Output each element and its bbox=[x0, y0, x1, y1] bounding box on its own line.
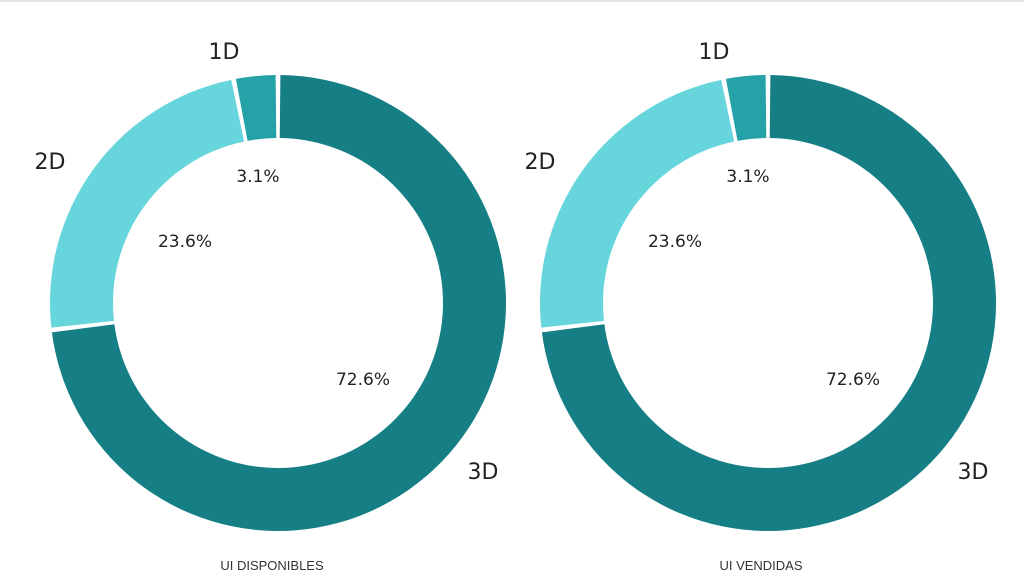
slice-1d-ui-disponibles[interactable] bbox=[235, 75, 277, 141]
slice-2d-ui-disponibles[interactable] bbox=[50, 79, 245, 328]
donut-chart-disponibles: 3D 72.6% 2D 23.6% 1D 3.1% UI DISPONIBLES bbox=[35, 40, 507, 573]
percent-label-3d-ui-vendidas: 72.6% bbox=[826, 370, 880, 390]
category-label-1d-ui-vendidas: 1D bbox=[699, 40, 730, 65]
category-label-3d-ui-disponibles: 3D bbox=[468, 460, 499, 485]
donut-svg-vendidas: 3D 72.6% 2D 23.6% 1D 3.1% bbox=[525, 40, 996, 531]
category-label-2d-ui-vendidas: 2D bbox=[525, 150, 556, 175]
category-label-1d-ui-disponibles: 1D bbox=[209, 40, 240, 65]
percent-label-2d-ui-vendidas: 23.6% bbox=[648, 232, 702, 252]
percent-label-1d-ui-vendidas: 3.1% bbox=[726, 167, 769, 187]
donut-chart-vendidas: 3D 72.6% 2D 23.6% 1D 3.1% UI VENDIDAS bbox=[512, 0, 1024, 579]
slice-2d-ui-vendidas[interactable] bbox=[540, 79, 735, 328]
category-label-3d-ui-vendidas: 3D bbox=[958, 460, 989, 485]
percent-label-3d-ui-disponibles: 72.6% bbox=[336, 370, 390, 390]
chart-title-disponibles: UI DISPONIBLES bbox=[220, 558, 324, 573]
percent-label-1d-ui-disponibles: 3.1% bbox=[236, 167, 279, 187]
slice-1d-ui-vendidas[interactable] bbox=[725, 75, 767, 141]
top-divider bbox=[0, 0, 1024, 2]
chart-title-vendidas: UI VENDIDAS bbox=[719, 558, 803, 573]
percent-label-2d-ui-disponibles: 23.6% bbox=[158, 232, 212, 252]
donut-svg-disponibles: 3D 72.6% 2D 23.6% 1D 3.1% bbox=[35, 40, 507, 531]
category-label-2d-ui-disponibles: 2D bbox=[35, 150, 66, 175]
